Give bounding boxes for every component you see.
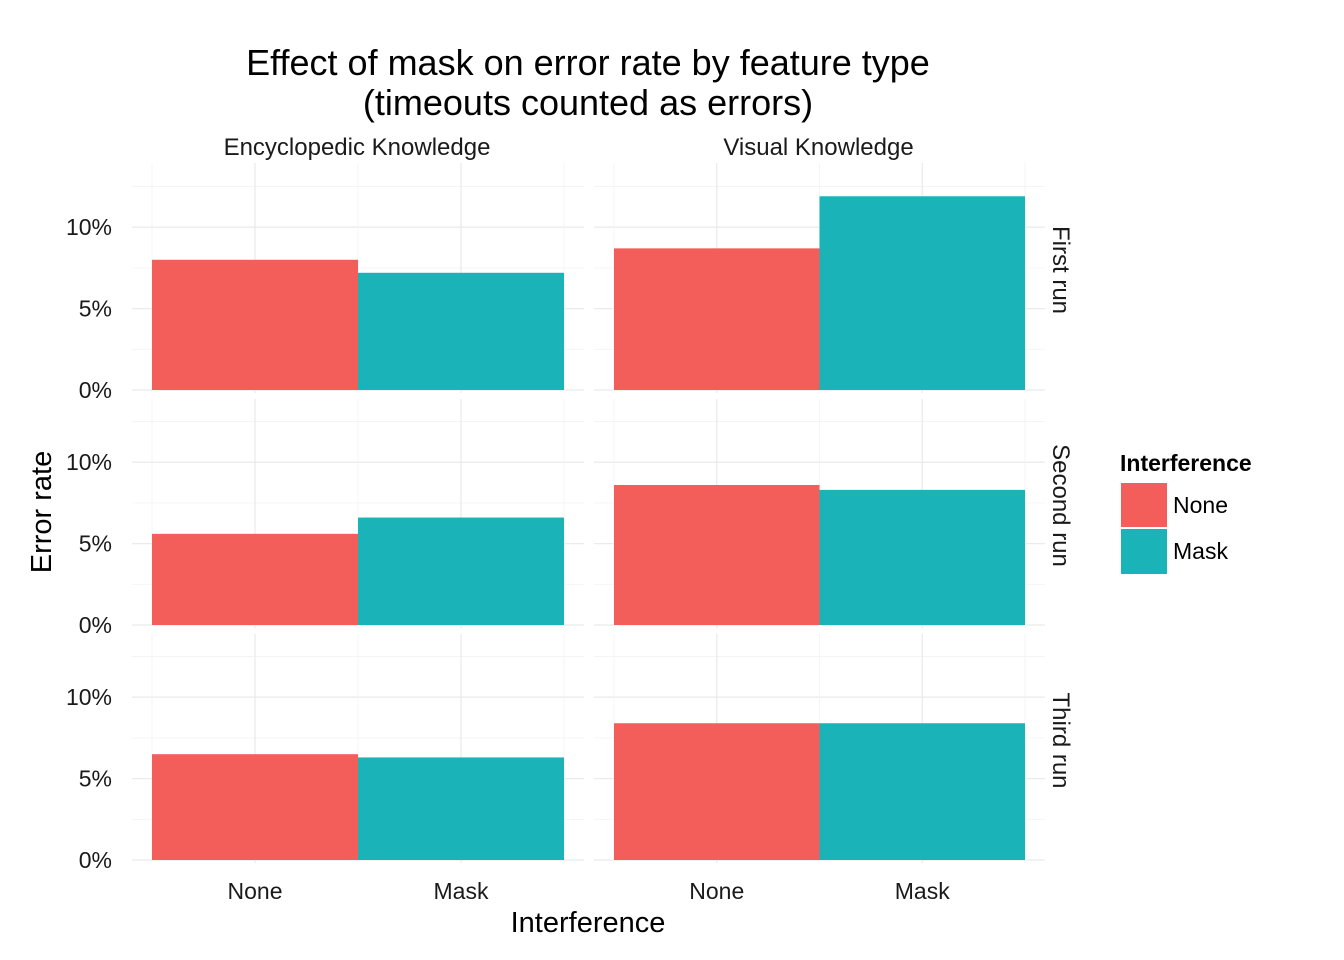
facet-row-label-second-run: Second run (1047, 444, 1074, 567)
legend-key-mask (1121, 529, 1167, 574)
bar-first-run-visual-knowledge-mask (819, 196, 1025, 390)
bar-third-run-encyclopedic-knowledge-mask (358, 757, 564, 860)
x-tick-label-none: None (689, 878, 744, 904)
y-tick-label-first-run: 5% (79, 296, 112, 322)
facet-row-label-first-run: First run (1047, 226, 1074, 314)
facet-column-label-visual-knowledge: Visual Knowledge (723, 134, 913, 161)
y-tick-label-third-run: 0% (79, 847, 112, 873)
bar-first-run-visual-knowledge-none (614, 248, 820, 390)
legend-key-none (1121, 483, 1167, 527)
bar-second-run-encyclopedic-knowledge-mask (358, 517, 564, 625)
legend-label-none: None (1173, 492, 1228, 518)
bar-second-run-encyclopedic-knowledge-none (152, 533, 358, 625)
facet-column-label-encyclopedic-knowledge: Encyclopedic Knowledge (224, 134, 491, 161)
y-tick-label-first-run: 0% (79, 377, 112, 403)
bar-first-run-encyclopedic-knowledge-mask (358, 272, 564, 390)
y-tick-label-third-run: 5% (79, 766, 112, 792)
x-tick-label-mask: Mask (895, 878, 950, 904)
legend: Interference None Mask (1120, 450, 1252, 574)
bar-third-run-encyclopedic-knowledge-none (152, 754, 358, 860)
chart-title-line-2: (timeouts counted as errors) (363, 82, 813, 123)
bar-third-run-visual-knowledge-mask (819, 723, 1025, 860)
facet-row-label-third-run: Third run (1047, 692, 1074, 788)
x-axis-title: Interference (511, 907, 666, 939)
y-axis-title: Error rate (26, 451, 58, 573)
chart-title-line-1: Effect of mask on error rate by feature … (246, 42, 930, 83)
x-tick-label-none: None (228, 878, 283, 904)
y-tick-label-second-run: 0% (79, 612, 112, 638)
legend-title: Interference (1120, 450, 1252, 476)
x-tick-label-mask: Mask (434, 878, 489, 904)
bar-first-run-encyclopedic-knowledge-none (152, 259, 358, 390)
y-tick-label-second-run: 5% (79, 531, 112, 557)
bar-third-run-visual-knowledge-none (614, 723, 820, 860)
y-tick-label-third-run: 10% (66, 684, 112, 710)
legend-label-mask: Mask (1173, 538, 1228, 564)
bar-second-run-visual-knowledge-none (614, 484, 820, 625)
y-tick-label-second-run: 10% (66, 449, 112, 475)
y-tick-label-first-run: 10% (66, 214, 112, 240)
facet-panels: 0% 5% 10% First run 0% 5% 10% Second run 0% 5% 10%… (66, 134, 1074, 904)
bar-second-run-visual-knowledge-mask (819, 489, 1025, 625)
